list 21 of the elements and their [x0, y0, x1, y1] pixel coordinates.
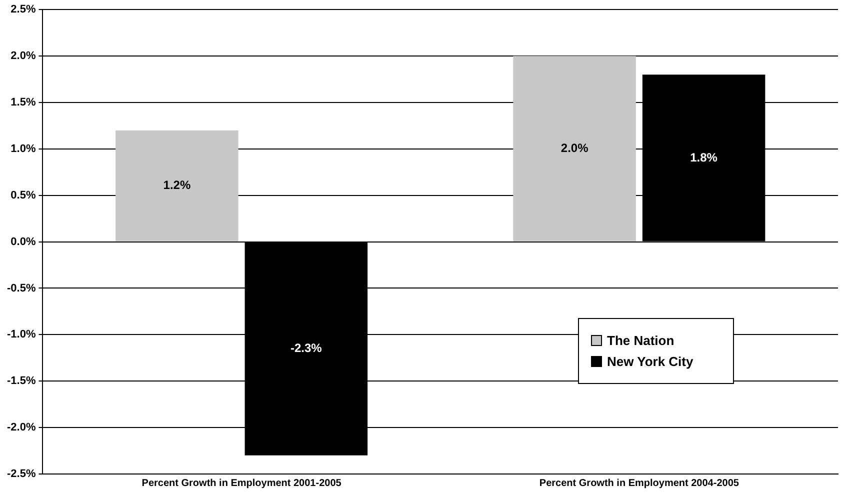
- y-tick-label: -2.0%: [6, 422, 36, 434]
- y-tick-label: -0.5%: [6, 282, 36, 294]
- legend-label: The Nation: [606, 333, 676, 348]
- y-tick-label: 2.0%: [10, 50, 36, 62]
- bar: [513, 56, 636, 242]
- y-tick-label: 1.0%: [10, 142, 36, 155]
- data-label: 1.8%: [690, 150, 718, 164]
- y-tick-label: -1.5%: [6, 375, 36, 388]
- y-tick-label: 1.5%: [10, 96, 36, 109]
- data-label: 1.2%: [163, 178, 191, 192]
- y-tick-label: -1.0%: [6, 328, 36, 341]
- y-tick-label: 2.5%: [10, 4, 36, 16]
- y-tick-label: 0.5%: [10, 189, 36, 202]
- data-label: 2.0%: [560, 140, 589, 155]
- y-tick-label: -2.5%: [6, 468, 36, 480]
- x-tick-label: Percent Growth in Employment 2004-2005: [539, 478, 740, 489]
- data-label: -2.3%: [290, 341, 322, 356]
- x-tick-label: Percent Growth in Employment 2001-2005: [142, 478, 342, 489]
- bar: [116, 130, 238, 242]
- legend-label: New York City: [606, 354, 694, 369]
- y-tick-label: 0.0%: [10, 236, 36, 248]
